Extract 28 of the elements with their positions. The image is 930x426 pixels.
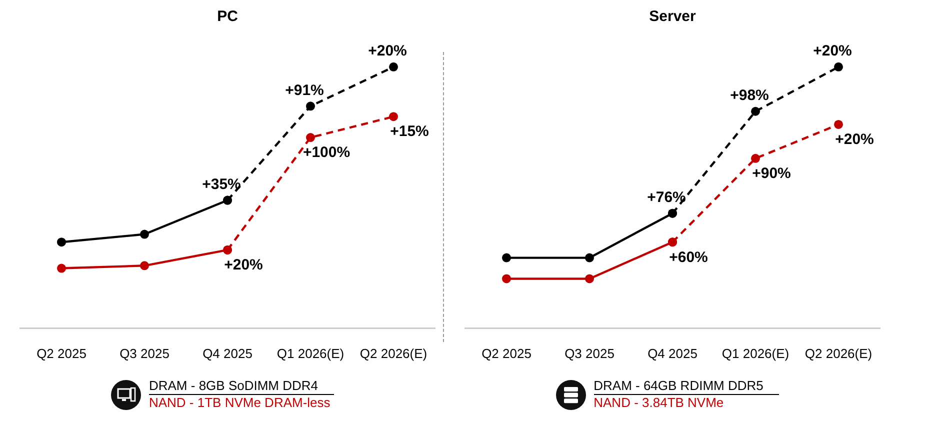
x-tick-label: Q4 2025	[648, 346, 698, 361]
annotation: +20%	[813, 42, 852, 60]
x-tick-label: Q1 2026(E)	[722, 346, 790, 361]
text: NAND - 1TB NVMe DRAM-less	[148, 395, 332, 411]
annotation: +100%	[302, 144, 350, 162]
text: NAND - 3.84TB NVMe	[594, 395, 725, 411]
x-tick-label: Q1 2026(E)	[276, 346, 344, 361]
x-tick-label: Q2 2025	[36, 346, 86, 361]
annotation: +15%	[390, 123, 429, 140]
annotation: +20%	[835, 131, 874, 148]
annotation: +35%	[202, 176, 241, 193]
x-tick-label: Q2 2026(E)	[360, 346, 428, 361]
annotation: +90%	[752, 165, 791, 182]
annotation: +20%	[224, 256, 263, 274]
x-tick-label: Q4 2025	[202, 346, 252, 361]
x-tick-label: Q2 2026(E)	[804, 346, 872, 361]
annotation: +60%	[669, 248, 708, 266]
x-tick-label: Q3 2025	[120, 346, 170, 361]
annotation: +91%	[285, 82, 324, 99]
chart-title: Server	[649, 8, 696, 26]
annotation: +20%	[368, 42, 407, 60]
x-tick-label: Q3 2025	[564, 346, 614, 361]
text: DRAM - 8GB SoDIMM DDR4	[148, 378, 334, 395]
annotation: +98%	[730, 87, 769, 104]
x-tick-label: Q2 2025	[482, 346, 532, 361]
chart-title: PC	[217, 8, 238, 26]
annotation: +76%	[647, 188, 686, 206]
text: DRAM - 64GB RDIMM DDR5	[594, 378, 780, 395]
